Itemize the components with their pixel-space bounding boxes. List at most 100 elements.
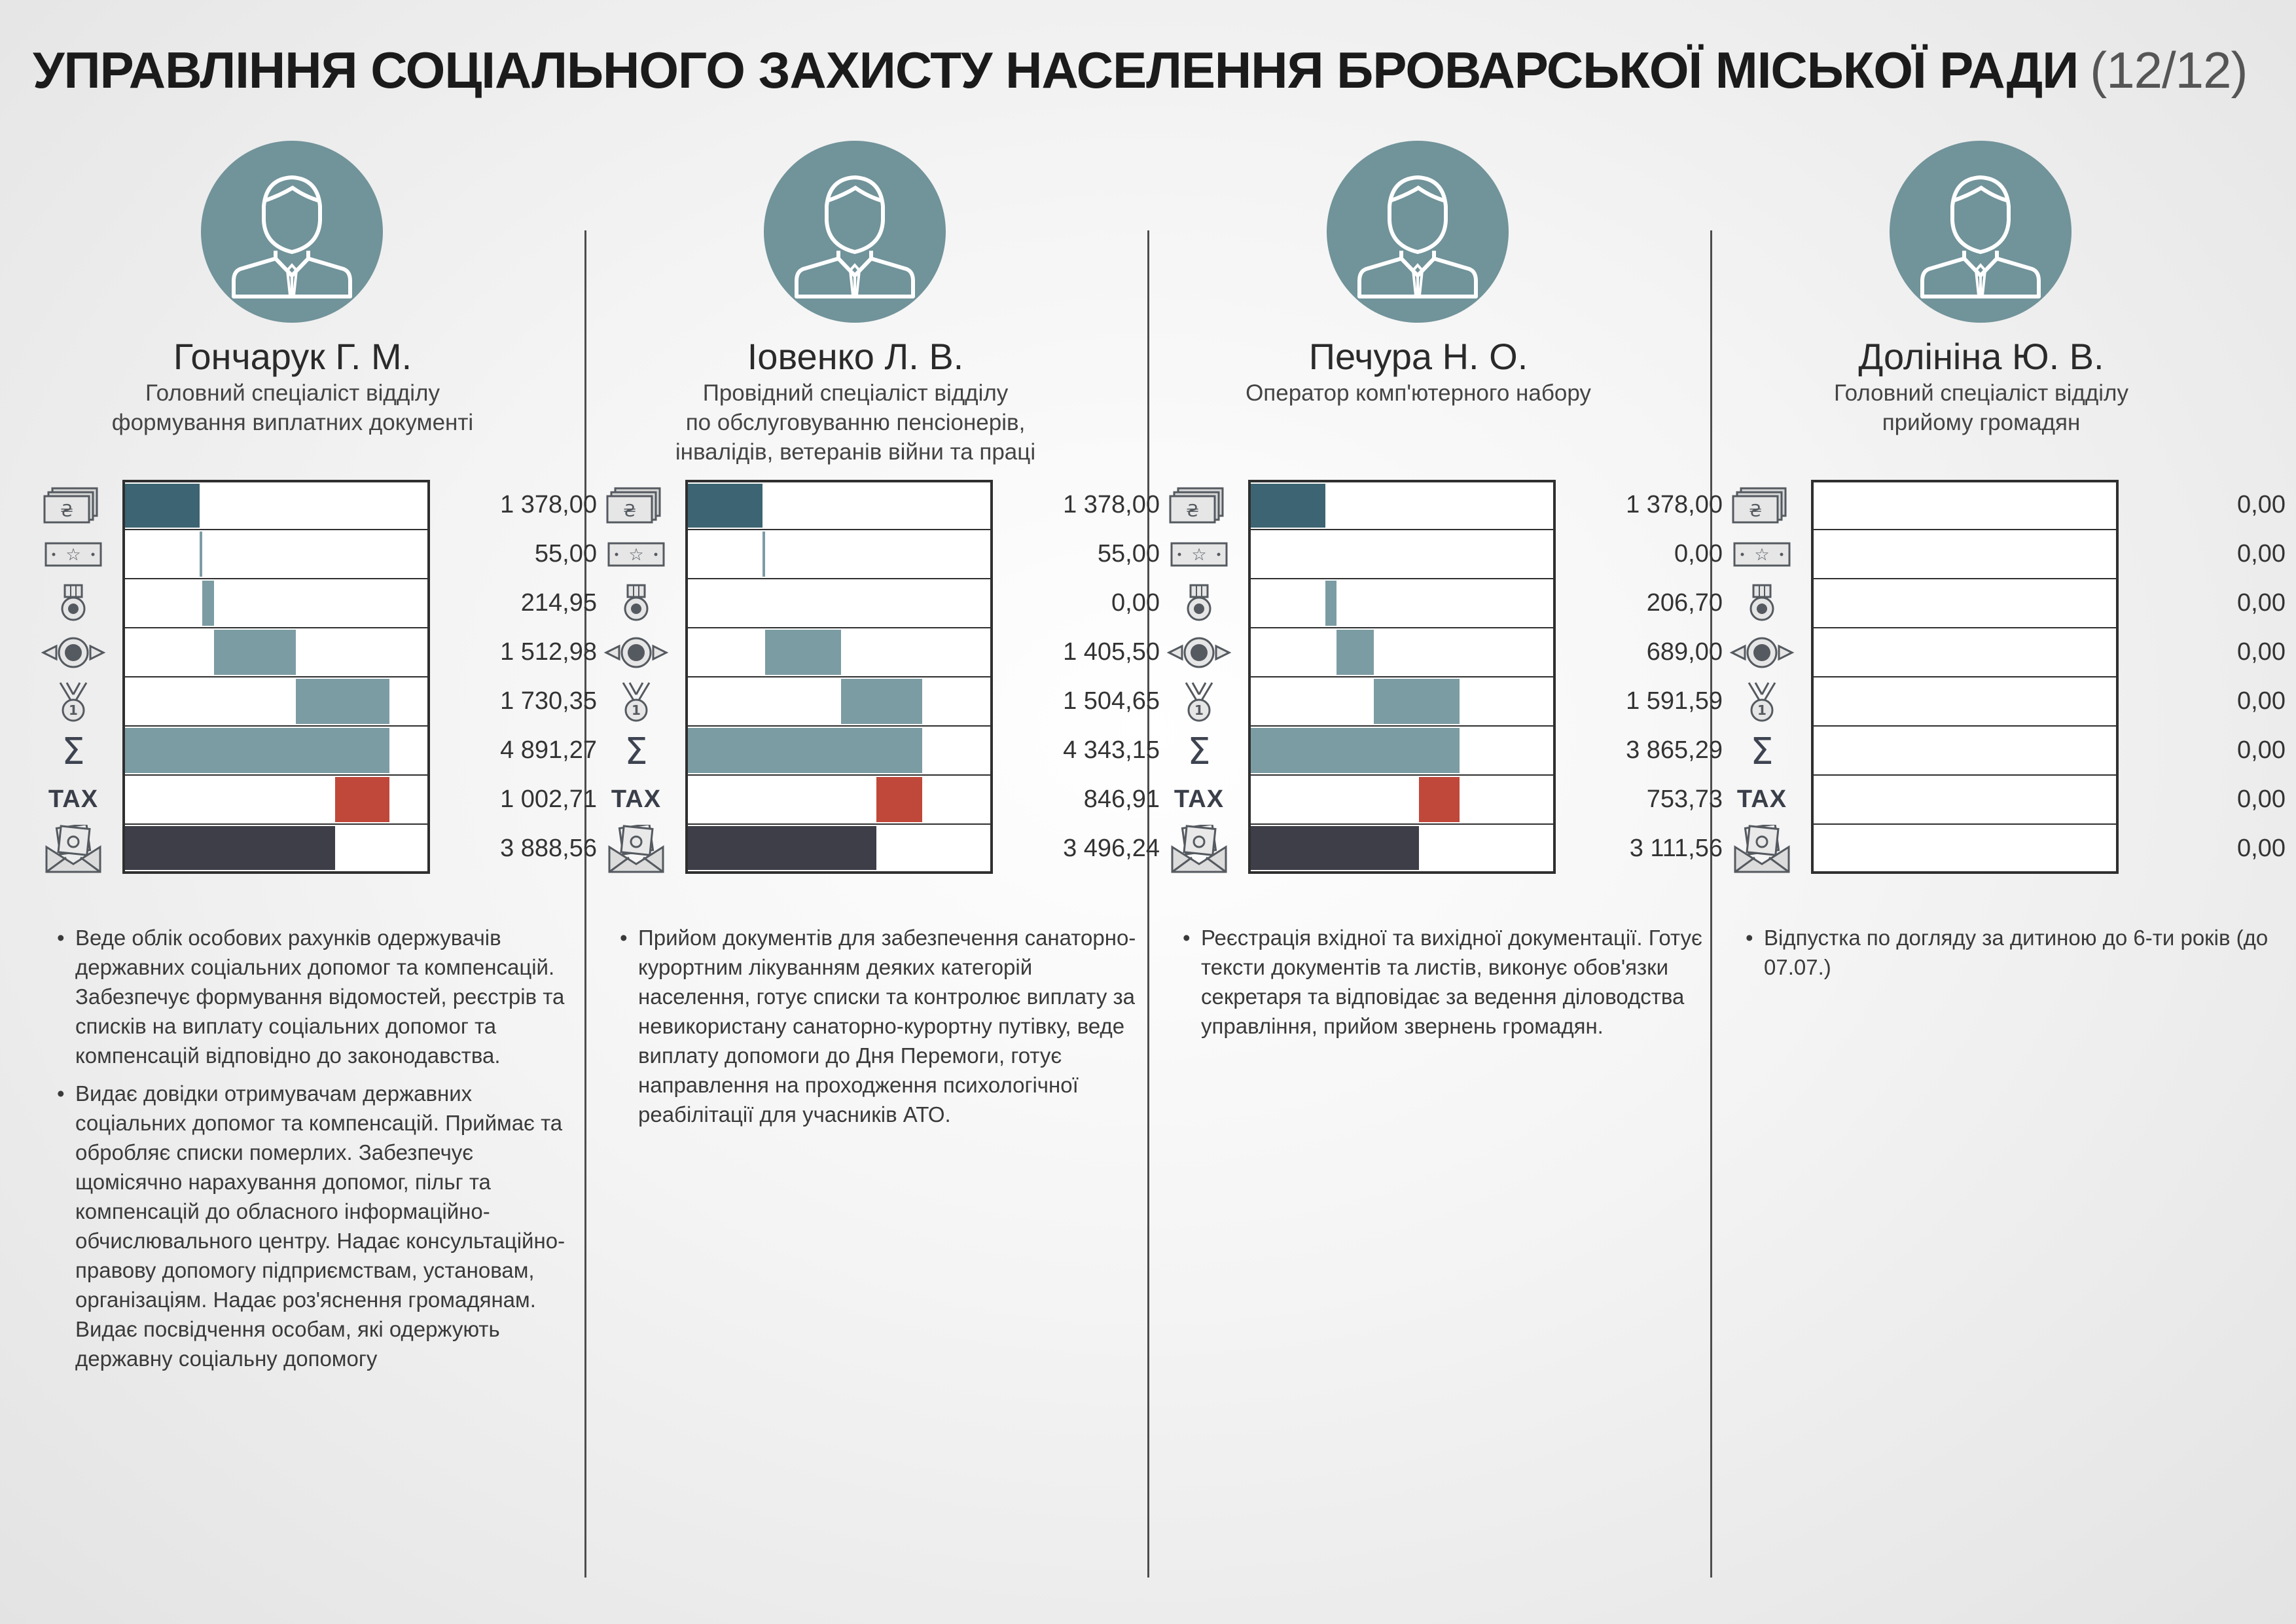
medal-icon [1749, 584, 1774, 621]
banknotes-icon: ₴ [43, 487, 98, 523]
duties-list: Веде облік особових рахунків одержувачів… [57, 923, 581, 1382]
row-amount: 3 496,24 [1063, 835, 1160, 862]
bar-track [685, 578, 993, 628]
bar-track [1811, 480, 2119, 530]
bar-track [122, 480, 430, 530]
row-amount: 3 865,29 [1626, 736, 1723, 764]
bar-track [685, 774, 993, 825]
employee-position: Головний спеціаліст відділу формування в… [111, 380, 474, 435]
banknotes-icon: ₴ [606, 487, 661, 523]
row-amount: 0,00 [2237, 491, 2286, 518]
avatar [1890, 141, 2072, 323]
envelope-money-icon [1163, 823, 1235, 874]
sigma-icon: Σ [1163, 725, 1235, 776]
employee-name: Гончарук Г. М. [173, 336, 412, 377]
sigma-icon: Σ [624, 731, 647, 770]
avatar [1327, 141, 1509, 323]
payment-row: Σ 3 865,29 [1163, 725, 1726, 776]
bar-segment [1325, 581, 1336, 626]
tax-label: TAX [37, 774, 109, 825]
employee-position: Провідний спеціаліст відділу по обслугов… [675, 380, 1036, 465]
medal-icon [600, 578, 672, 628]
bar-track [685, 480, 993, 530]
bar-track [1811, 529, 2119, 579]
payment-row: 1 0,00 [1726, 676, 2289, 727]
row-amount: 0,00 [2237, 638, 2286, 666]
envelope-money-icon [45, 824, 101, 873]
medal-icon [624, 584, 649, 621]
bar-track [122, 676, 430, 727]
svg-text:☆: ☆ [65, 545, 81, 565]
title-main: УПРАВЛІННЯ СОЦІАЛЬНОГО ЗАХИСТУ НАСЕЛЕННЯ… [33, 41, 2079, 99]
duty-item: Реєстрація вхідної та вихідної документа… [1183, 923, 1706, 1041]
row-amount: 0,00 [2237, 835, 2286, 862]
bar-segment [334, 777, 389, 822]
payment-row: 214,95 [37, 578, 600, 628]
row-amount: 0,00 [2237, 687, 2286, 715]
tax-text: TAX [1174, 785, 1225, 813]
row-amount: 3 111,56 [1629, 835, 1723, 862]
star-banknote-icon: ☆ [45, 542, 102, 566]
bar-segment [213, 630, 296, 675]
bar-track [1248, 627, 1556, 677]
bar-segment [1251, 484, 1325, 528]
tax-text: TAX [1736, 785, 1787, 813]
payment-row: 689,00 [1163, 627, 1726, 677]
banknotes-icon: ₴ [600, 480, 672, 530]
payment-row: 1 1 730,35 [37, 676, 600, 727]
row-amount: 846,91 [1083, 785, 1160, 813]
bar-segment [1251, 826, 1419, 870]
user-avatar-icon [232, 175, 352, 298]
award-icon [1166, 637, 1232, 668]
row-amount: 0,00 [1111, 589, 1160, 617]
bar-track [1811, 676, 2119, 727]
row-amount: 753,73 [1646, 785, 1723, 813]
payment-row: 0,00 [1726, 823, 2289, 874]
payment-row: Σ 4 343,15 [600, 725, 1163, 776]
sigma-icon: Σ [37, 725, 109, 776]
payment-row: ₴ 0,00 [1726, 480, 2289, 530]
tax-text: TAX [611, 785, 662, 813]
envelope-money-icon [1171, 824, 1227, 873]
tax-label: TAX [1163, 774, 1235, 825]
first-place-medal-icon: 1 [1726, 676, 1798, 727]
bar-track [685, 627, 993, 677]
user-avatar-icon [1920, 175, 2041, 298]
award-icon [603, 637, 669, 668]
duty-item: Відпустка по догляду за дитиною до 6-ти … [1746, 923, 2269, 982]
avatar [201, 141, 383, 323]
first-place-medal-icon: 1 [1163, 676, 1235, 727]
row-amount: 1 405,50 [1063, 638, 1160, 666]
tax-label: TAX [600, 774, 672, 825]
payment-row: ☆ 55,00 [600, 529, 1163, 579]
row-amount: 1 378,00 [1626, 491, 1723, 518]
bar-track [1811, 627, 2119, 677]
envelope-money-icon [600, 823, 672, 874]
bar-track [1811, 725, 2119, 776]
payment-row: 1 512,98 [37, 627, 600, 677]
svg-text:Σ: Σ [624, 731, 647, 770]
duty-item: Веде облік особових рахунків одержувачів… [57, 923, 581, 1070]
first-place-medal-icon: 1 [622, 681, 651, 721]
row-amount: 3 888,56 [500, 835, 597, 862]
svg-text:1: 1 [1757, 702, 1767, 718]
first-place-medal-icon: 1 [37, 676, 109, 727]
medal-icon [61, 584, 86, 621]
row-amount: 1 504,65 [1063, 687, 1160, 715]
bar-track [122, 725, 430, 776]
svg-text:Σ: Σ [1187, 731, 1210, 770]
bar-segment [876, 777, 923, 822]
sigma-icon: Σ [600, 725, 672, 776]
medal-icon [1163, 578, 1235, 628]
envelope-money-icon [37, 823, 109, 874]
banknotes-icon: ₴ [1732, 487, 1787, 523]
duties-list: Прийом документів для забезпечення санат… [620, 923, 1143, 1138]
banknotes-icon: ₴ [1169, 487, 1224, 523]
payment-row: TAX 1 002,71 [37, 774, 600, 825]
award-icon [1729, 637, 1795, 668]
payment-row: 1 1 591,59 [1163, 676, 1726, 727]
row-amount: 1 002,71 [500, 785, 597, 813]
bar-track [1248, 774, 1556, 825]
bar-track [1248, 480, 1556, 530]
bar-segment [688, 826, 877, 870]
